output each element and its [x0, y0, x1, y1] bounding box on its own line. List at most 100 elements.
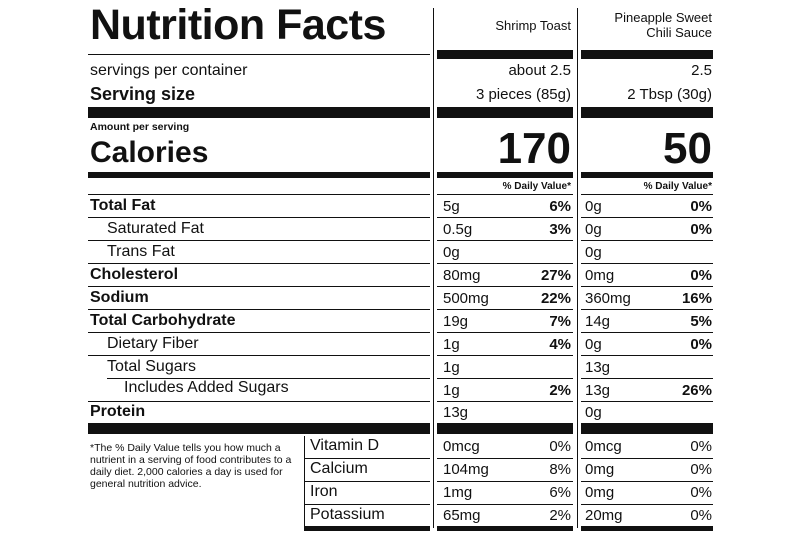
nutrient-pct-1: 2%	[549, 382, 571, 399]
nutrient-pct-2: 5%	[690, 313, 712, 330]
vitamin-pct-1: 8%	[549, 461, 571, 478]
vitamin-pct-1: 6%	[549, 484, 571, 501]
vitamin-amount-1: 104mg	[443, 461, 489, 478]
row-rule	[304, 504, 430, 505]
row-rule	[581, 332, 713, 333]
nutrient-name-total-fat: Total Fat	[90, 197, 156, 214]
row-rule	[581, 355, 713, 356]
nutrient-amount-1: 1g	[443, 359, 460, 376]
thick-bar-vitamins-right	[581, 423, 713, 434]
column-divider-2	[577, 8, 578, 528]
vitamin-pct-2: 0%	[690, 484, 712, 501]
nutrient-name-total-carbohydrate: Total Carbohydrate	[90, 312, 236, 329]
thick-bar-serving-mid	[437, 107, 573, 118]
servings-per-container-label: servings per container	[90, 62, 248, 79]
rule-dv-mid	[437, 194, 573, 195]
row-rule	[88, 286, 430, 287]
nutrient-amount-2: 14g	[585, 313, 611, 330]
nutrient-name-cholesterol: Cholesterol	[90, 266, 179, 283]
bottom-bar-left	[304, 526, 430, 531]
vitamin-amount-2: 0mg	[585, 484, 615, 501]
thick-bar-serving-right	[581, 107, 713, 118]
nutrient-amount-1: 0.5g	[443, 221, 473, 238]
row-rule	[88, 355, 430, 356]
nutrient-pct-1: 7%	[549, 313, 571, 330]
row-rule	[107, 378, 430, 379]
row-rule	[437, 332, 573, 333]
nutrient-name-dietary-fiber: Dietary Fiber	[107, 335, 199, 352]
nutrient-amount-2: 13g	[585, 382, 611, 399]
row-rule	[581, 240, 713, 241]
medium-bar-calories-right	[581, 172, 713, 178]
row-rule	[437, 286, 573, 287]
nutrient-amount-1: 13g	[443, 404, 469, 421]
vitamin-amount-1: 0mcg	[443, 438, 480, 455]
row-rule	[581, 481, 713, 482]
row-rule	[88, 217, 430, 218]
vitamin-amount-1: 65mg	[443, 507, 481, 524]
vitamin-amount-2: 0mg	[585, 461, 615, 478]
row-rule	[437, 355, 573, 356]
nutrient-pct-2: 0%	[690, 267, 712, 284]
row-rule	[437, 401, 573, 402]
vitamin-amount-2: 0mcg	[585, 438, 622, 455]
row-rule	[581, 309, 713, 310]
nutrient-pct-2: 16%	[681, 290, 712, 307]
nutrient-amount-2: 0mg	[585, 267, 615, 284]
row-rule	[437, 378, 573, 379]
thick-bar-vitamins-mid	[437, 423, 573, 434]
column-divider-1	[433, 8, 434, 528]
nutrient-pct-1: 6%	[549, 198, 571, 215]
nutrient-pct-2: 26%	[681, 382, 712, 399]
row-rule	[437, 217, 573, 218]
row-rule	[88, 401, 430, 402]
amount-per-serving-label: Amount per serving	[90, 121, 190, 133]
row-rule	[88, 263, 430, 264]
vitamin-pct-2: 0%	[690, 507, 712, 524]
vitamin-amount-1: 1mg	[443, 484, 473, 501]
row-rule	[437, 309, 573, 310]
row-rule	[304, 481, 430, 482]
nutrient-pct-2: 0%	[690, 198, 712, 215]
product-name-shrimp-toast: Shrimp Toast	[495, 18, 571, 33]
nutrient-amount-2: 0g	[585, 244, 602, 261]
bottom-bar-right	[581, 526, 713, 531]
row-rule	[581, 263, 713, 264]
vitamin-amount-2: 20mg	[585, 507, 623, 524]
nutrient-amount-1: 5g	[443, 198, 460, 215]
vitamin-name-vitamin-d: Vitamin D	[310, 437, 380, 454]
nutrient-amount-2: 0g	[585, 198, 602, 215]
label-title: Nutrition Facts	[90, 1, 386, 49]
row-rule	[437, 481, 573, 482]
calories-label: Calories	[90, 136, 209, 169]
nutrient-name-sodium: Sodium	[90, 289, 149, 306]
vitamin-pct-1: 0%	[549, 438, 571, 455]
nutrient-amount-1: 0g	[443, 244, 460, 261]
title-underline	[88, 54, 430, 55]
product-bar-1	[437, 50, 573, 59]
vitamin-pct-1: 2%	[549, 507, 571, 524]
nutrient-pct-1: 27%	[540, 267, 571, 284]
medium-bar-calories-left	[88, 172, 430, 178]
row-rule	[88, 309, 430, 310]
nutrient-name-total-sugars: Total Sugars	[107, 358, 196, 375]
vitamin-pct-2: 0%	[690, 438, 712, 455]
nutrient-pct-1: 22%	[540, 290, 571, 307]
vitamin-name-calcium: Calcium	[310, 460, 368, 477]
vitamin-name-iron: Iron	[310, 483, 338, 500]
thick-bar-vitamins-left	[88, 423, 430, 434]
calories-value-1: 170	[497, 124, 571, 173]
row-rule	[88, 332, 430, 333]
product-name-chili-sauce: Pineapple Sweet Chili Sauce	[614, 10, 712, 40]
rule-dv-right	[581, 194, 713, 195]
row-rule	[88, 240, 430, 241]
row-rule	[437, 504, 573, 505]
serving-size-value-1: 3 pieces (85g)	[475, 86, 571, 103]
nutrient-amount-2: 0g	[585, 404, 602, 421]
serving-size-value-2: 2 Tbsp (30g)	[627, 86, 712, 103]
row-rule	[581, 458, 713, 459]
servings-value-1: about 2.5	[508, 62, 571, 79]
nutrient-pct-2: 0%	[690, 336, 712, 353]
daily-value-header-2: % Daily Value*	[643, 181, 712, 192]
row-rule	[437, 458, 573, 459]
